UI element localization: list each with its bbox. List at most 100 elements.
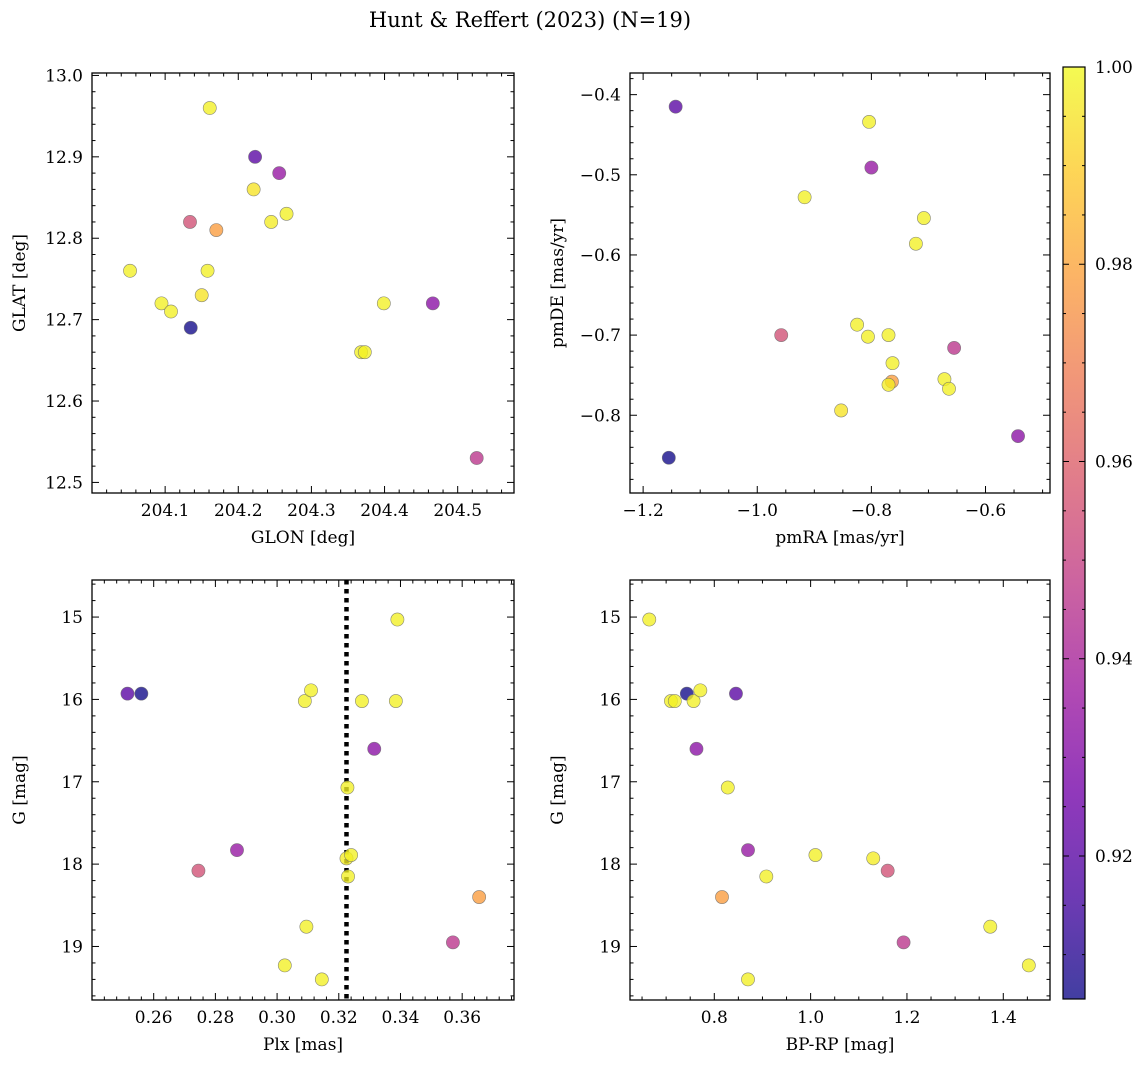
scatter-point-7: [861, 329, 875, 344]
y-tick-label: −0.6: [580, 246, 621, 266]
y-tick-label: 16: [599, 690, 621, 710]
scatter-point-19: [469, 451, 484, 465]
scatter-point-6: [297, 694, 312, 708]
y-tick-label: 15: [61, 608, 83, 628]
panel-1: 204.1 204.2 204.3 204.4 204.5 12.5 12.6 12.7 12.…: [10, 66, 515, 548]
scatter-point-19: [472, 890, 487, 904]
y-axis-label: G [mag]: [10, 755, 30, 824]
y-tick-label: −0.8: [580, 406, 621, 426]
y-tick-label: 19: [599, 937, 621, 957]
scatter-point-13: [885, 356, 900, 371]
scatter-points: [661, 99, 1025, 465]
colorbar-tick-label: 0.98: [1095, 255, 1133, 275]
y-tick-label: 12.9: [45, 148, 83, 168]
scatter-point-13: [759, 869, 774, 884]
scatter-point-14: [808, 848, 823, 862]
scatter-point-17: [896, 935, 911, 950]
scatter-point-8: [715, 890, 729, 904]
y-axis-label: GLAT [deg]: [10, 234, 30, 332]
scatter-points: [642, 612, 1036, 987]
scatter-point-1: [661, 450, 676, 465]
x-tick-label: 0.32: [320, 1008, 358, 1028]
scatter-point-1: [123, 263, 137, 278]
scatter-point-6: [850, 317, 865, 332]
scatter-point-16: [880, 863, 895, 878]
scatter-point-3: [191, 863, 206, 878]
panel-4: 0.8 1.0 1.2 1.4 15 16 17 18 19 BP-RP [mag] G [mag]: [548, 579, 1051, 1055]
x-tick-label: 0.28: [196, 1008, 234, 1028]
axis-ticks: [91, 73, 514, 493]
y-tick-label: 13.0: [45, 66, 83, 86]
y-tick-label: 18: [599, 855, 621, 875]
scatter-point-10: [881, 328, 896, 342]
colorbar: 0.92 0.94 0.96 0.98 1.00: [1062, 58, 1133, 1000]
scatter-point-8: [304, 683, 318, 698]
x-tick-label: 0.34: [382, 1008, 420, 1028]
scatter-point-14: [355, 694, 369, 708]
y-tick-label: −0.5: [580, 166, 621, 186]
scatter-point-12: [741, 972, 755, 987]
axes-frame: [91, 72, 515, 494]
scatter-point-7: [200, 263, 215, 278]
y-tick-label: 12.8: [45, 229, 83, 249]
scatter-point-10: [246, 182, 261, 197]
x-tick-label: −0.8: [851, 501, 892, 521]
axis-ticks: [630, 580, 1050, 1000]
colorbar-tick-label: 0.94: [1095, 650, 1133, 670]
x-axis-label: Plx [mas]: [263, 1035, 343, 1055]
scatter-point-1: [120, 686, 135, 701]
y-tick-label: 19: [61, 937, 83, 957]
scatter-point-18: [983, 919, 998, 934]
x-tick-label: −0.6: [965, 501, 1006, 521]
scatter-point-8: [862, 114, 877, 129]
scatter-point-11: [741, 843, 755, 858]
colorbar-tick-label: 1.00: [1095, 58, 1133, 78]
axes-frame: [629, 579, 1051, 1001]
scatter-point-2: [668, 99, 683, 114]
x-tick-label: 0.26: [135, 1008, 173, 1028]
x-tick-label: 204.5: [433, 501, 482, 521]
scatter-point-12: [341, 869, 355, 884]
x-tick-label: 0.36: [443, 1008, 481, 1028]
x-tick-label: 1.4: [990, 1008, 1017, 1028]
x-tick-label: 0.8: [701, 1008, 728, 1028]
scatter-point-6: [689, 741, 704, 756]
y-tick-label: −0.7: [580, 326, 621, 346]
scatter-point-9: [864, 160, 879, 175]
y-axis-label: G [mag]: [548, 755, 568, 824]
scatter-point-15: [367, 741, 382, 756]
scatter-point-9: [314, 972, 329, 987]
x-tick-label: 204.3: [287, 501, 336, 521]
scatter-point-19: [1021, 958, 1036, 973]
panel-3: 0.26 0.28 0.30 0.32 0.34 0.36 15 16 17 18 19 Plx [m…: [10, 579, 515, 1055]
scatter-point-11: [248, 149, 262, 164]
scatter-point-8: [202, 101, 217, 115]
colorbar-tick-label: 0.96: [1095, 452, 1133, 472]
y-axis-label: pmDE [mas/yr]: [548, 218, 568, 348]
y-tick-label: 17: [61, 773, 83, 793]
y-tick-label: −0.4: [580, 86, 621, 106]
y-tick-label: 16: [61, 690, 83, 710]
axis-ticks: [630, 73, 1050, 493]
scatter-point-6: [194, 288, 209, 303]
axes-frame: [629, 72, 1051, 494]
y-tick-label: 12.6: [45, 392, 83, 412]
scatter-point-5: [686, 694, 701, 708]
x-tick-label: 204.4: [360, 501, 409, 521]
scatter-point-3: [667, 694, 682, 708]
scatter-point-15: [866, 851, 881, 866]
x-tick-label: 204.2: [214, 501, 263, 521]
x-tick-label: 0.30: [258, 1008, 296, 1028]
x-axis-label: pmRA [mas/yr]: [775, 528, 904, 548]
scatter-point-3: [164, 304, 178, 319]
scatter-point-19: [1011, 429, 1025, 443]
scatter-point-4: [230, 843, 244, 858]
x-axis-label: GLON [deg]: [251, 528, 355, 548]
scatter-point-3: [774, 328, 789, 342]
scatter-point-15: [916, 211, 931, 225]
y-tick-label: 12.7: [45, 311, 83, 331]
scatter-point-17: [390, 612, 405, 627]
scatter-point-5: [277, 958, 292, 973]
scatter-point-2: [134, 686, 149, 701]
